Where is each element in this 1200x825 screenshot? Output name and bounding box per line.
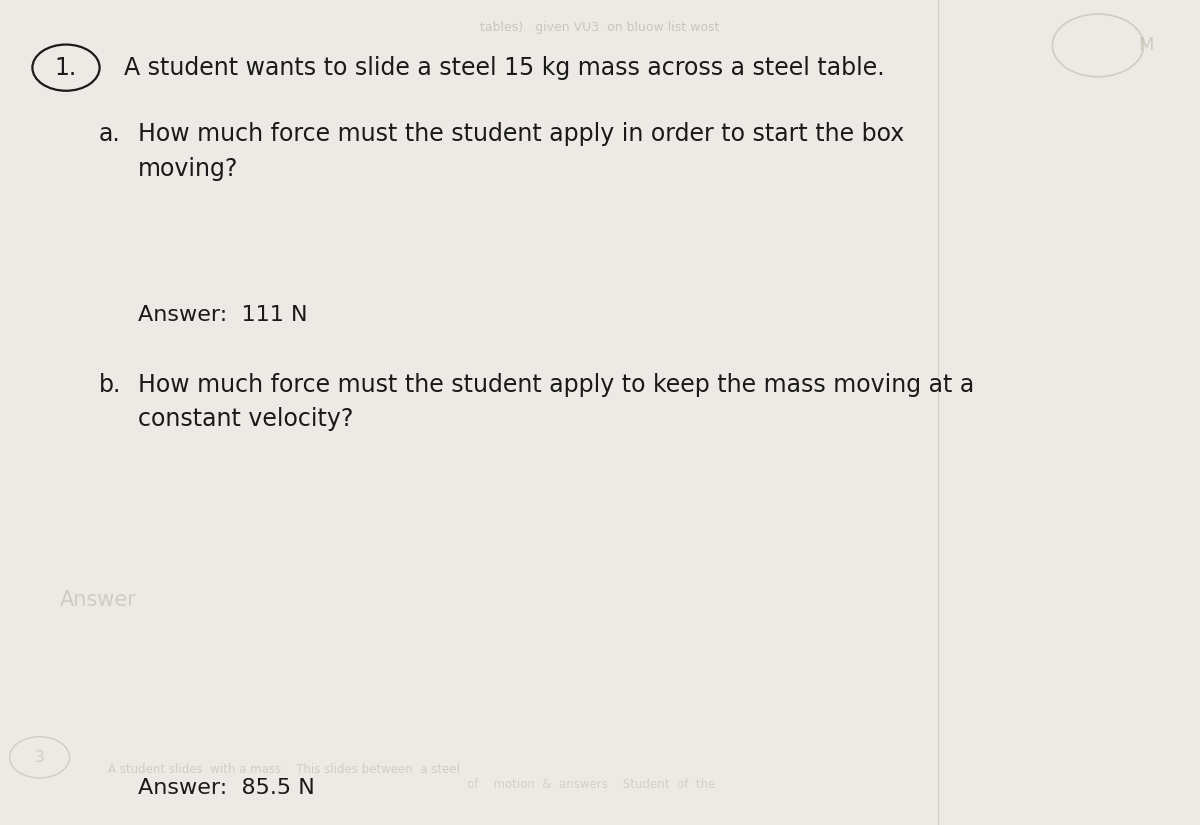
Text: a.: a. bbox=[98, 122, 120, 146]
Text: M: M bbox=[1139, 36, 1153, 54]
Text: tables).  given VU3  on bluow list wost: tables). given VU3 on bluow list wost bbox=[480, 21, 720, 34]
Text: How much force must the student apply in order to start the box
moving?: How much force must the student apply in… bbox=[138, 122, 905, 181]
Text: Answer: Answer bbox=[60, 590, 137, 610]
Text: Answer:  85.5 N: Answer: 85.5 N bbox=[138, 778, 314, 798]
Text: b.: b. bbox=[98, 373, 121, 397]
Text: How much force must the student apply to keep the mass moving at a
constant velo: How much force must the student apply to… bbox=[138, 373, 974, 431]
Text: 3: 3 bbox=[35, 750, 44, 765]
Text: Answer:  111 N: Answer: 111 N bbox=[138, 305, 307, 325]
Text: 1.: 1. bbox=[55, 55, 77, 80]
Text: A student slides  with a mass    This slides between  a steel: A student slides with a mass This slides… bbox=[108, 763, 460, 776]
Text: of    motion  &  answers    Student  of  the: of motion & answers Student of the bbox=[456, 778, 715, 791]
Text: A student wants to slide a steel 15 kg mass across a steel table.: A student wants to slide a steel 15 kg m… bbox=[124, 55, 884, 80]
